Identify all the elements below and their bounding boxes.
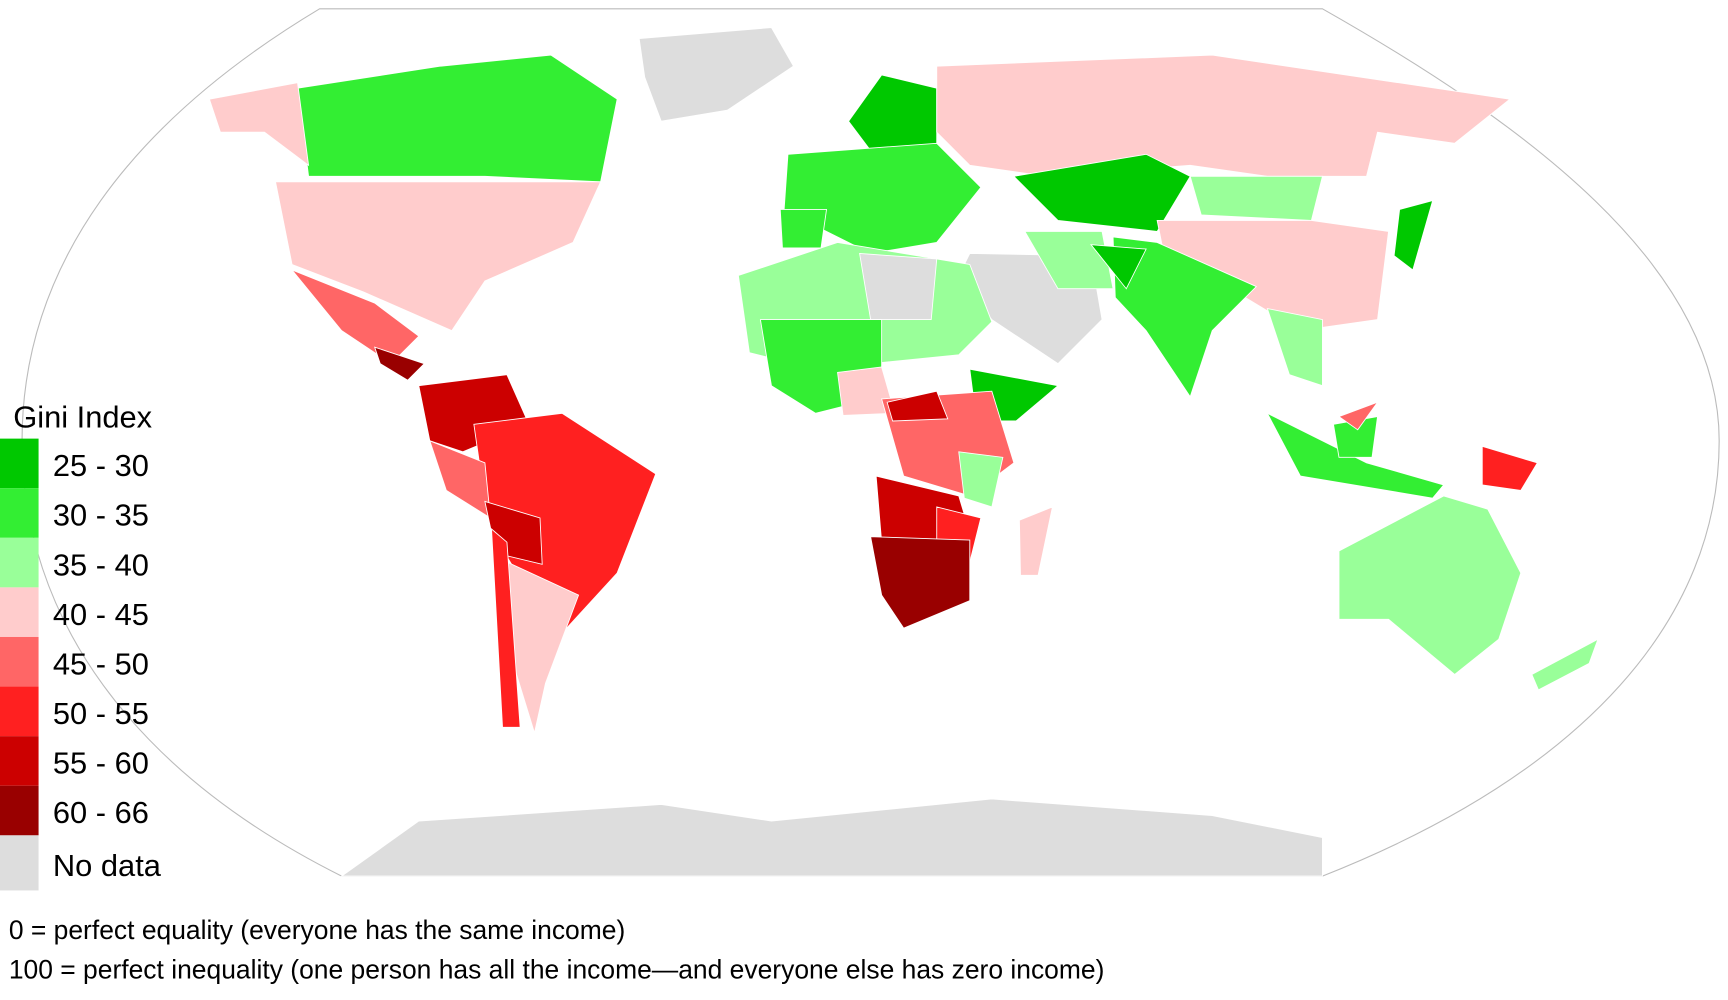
country-region	[373, 346, 426, 381]
country-region	[936, 54, 1511, 177]
country-region	[1090, 244, 1147, 290]
legend-swatch	[0, 636, 39, 687]
legend-swatch	[0, 587, 39, 637]
country-region	[1189, 175, 1324, 221]
legend-label: 55 - 60	[53, 746, 149, 781]
legend: 25 - 30 30 - 35 35 - 40 40 - 45 45 - 50 50 - …	[0, 438, 162, 891]
legend-label: 35 - 40	[53, 547, 149, 582]
legend-swatch	[0, 785, 39, 836]
country-region	[1338, 401, 1379, 431]
country-region	[859, 252, 938, 321]
country-region	[779, 208, 828, 249]
legend-swatch	[0, 537, 39, 588]
country-region	[1393, 199, 1434, 271]
legend-title: Gini Index	[13, 400, 152, 435]
legend-swatch	[0, 686, 39, 737]
country-region	[208, 82, 310, 167]
legend-swatch	[0, 835, 39, 891]
countries	[208, 27, 1599, 877]
country-region	[1012, 153, 1191, 232]
country-region	[274, 181, 602, 332]
legend-label: 40 - 45	[53, 597, 149, 632]
country-region	[870, 536, 971, 629]
country-region	[1018, 506, 1054, 576]
country-region	[1266, 307, 1323, 387]
country-region	[1024, 230, 1114, 290]
legend-swatch	[0, 736, 39, 786]
country-region	[1338, 495, 1522, 676]
map-outline	[21, 8, 1720, 877]
country-region	[1112, 236, 1258, 398]
legend-swatch	[0, 488, 39, 538]
country-region	[886, 390, 949, 422]
country-region	[340, 798, 1323, 877]
footnote: 0 = perfect equality (everyone has the s…	[9, 915, 625, 945]
country-region	[297, 54, 618, 183]
footnote: 100 = perfect inequality (one person has…	[9, 955, 1105, 985]
legend-label: 25 - 30	[53, 448, 149, 483]
legend-label: 50 - 55	[53, 696, 149, 731]
legend-swatch	[0, 438, 39, 489]
country-region	[1481, 445, 1539, 491]
country-region	[638, 27, 795, 122]
country-region	[491, 527, 521, 728]
legend-label: 30 - 35	[53, 498, 149, 533]
country-region	[291, 269, 420, 365]
country-region	[1531, 638, 1599, 691]
country-region	[958, 451, 1004, 508]
legend-label: No data	[53, 848, 162, 883]
legend-label: 45 - 50	[53, 646, 149, 681]
legend-label: 60 - 66	[53, 795, 149, 830]
